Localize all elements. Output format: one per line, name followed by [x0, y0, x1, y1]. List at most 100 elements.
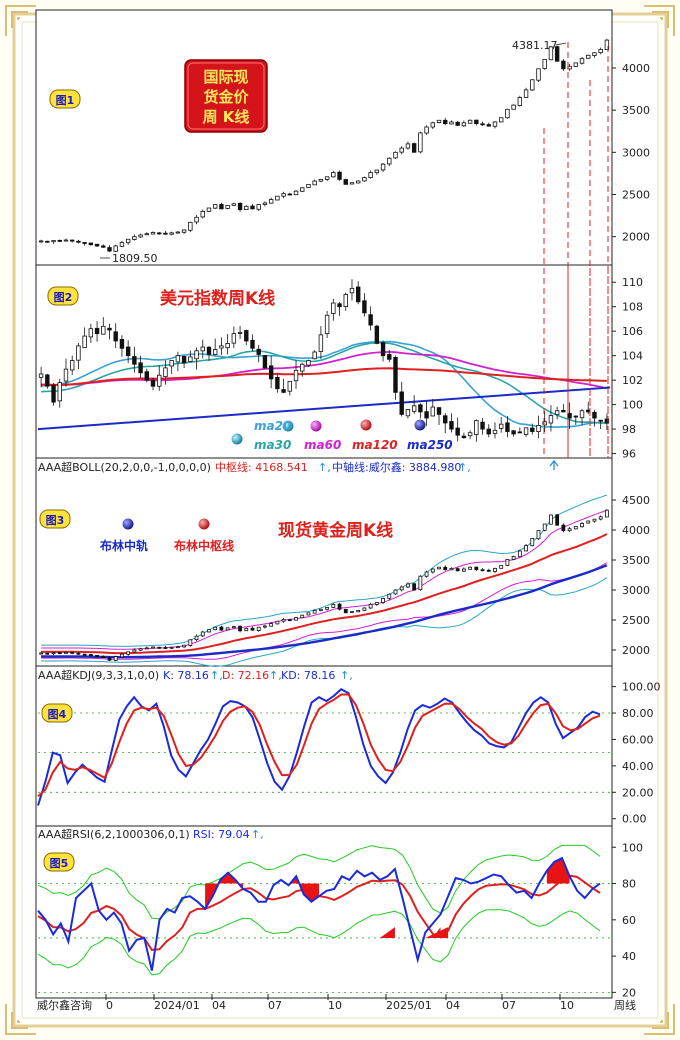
- candle-body-85: [567, 528, 572, 532]
- candle-body-88: [586, 409, 591, 413]
- y-tick-label-3: 3500: [622, 554, 650, 567]
- candle-body-78: [523, 427, 529, 435]
- candle-body-37: [268, 365, 274, 380]
- candle-body-43: [306, 183, 311, 188]
- candle-body-35: [256, 204, 261, 210]
- candle-body-37: [269, 623, 274, 627]
- candle-body-34: [250, 627, 255, 631]
- p5-y-axis: 20 40 60 80 100: [612, 841, 643, 999]
- candle-body-88: [586, 54, 591, 59]
- candle-body-38: [275, 195, 280, 201]
- candle-body-3: [57, 652, 62, 655]
- p4-header-d: D: 72.16: [222, 669, 269, 682]
- candle-body-53: [368, 604, 373, 609]
- y-tick-label-0: 96: [622, 448, 636, 461]
- p5-badge-label: 图5: [50, 857, 69, 870]
- candle-body-62: [424, 571, 429, 577]
- candle-body-91: [604, 418, 610, 424]
- candle-body-1: [45, 652, 50, 655]
- candle-body-69: [468, 566, 473, 570]
- legend-boll-pivot: 布林中枢线: [174, 538, 234, 553]
- p5-header-rsi: RSI: 79.04: [193, 828, 250, 841]
- candle-body-27: [207, 629, 211, 633]
- y-tick-label-6: 108: [622, 301, 643, 314]
- candle-body-51: [356, 610, 361, 613]
- candle-body-68: [461, 568, 466, 572]
- candle-body-91: [604, 509, 609, 518]
- candle-body-52: [362, 300, 367, 314]
- candle-body-30: [225, 627, 230, 631]
- panel-dxy: 96 98 100 102 104 106 108 110 图2 美元指数周K线 ma20 m…: [37, 268, 643, 470]
- candle-body-12: [113, 245, 118, 252]
- candle-body-20: [163, 367, 168, 378]
- candle-body-74: [499, 565, 504, 569]
- candle-body-87: [579, 58, 585, 64]
- candle-body-55: [380, 163, 386, 171]
- p2-badge-label: 图2: [54, 291, 73, 304]
- y-tick-label-4: 80.00: [622, 707, 654, 720]
- legend-ma60-ball: [310, 420, 322, 432]
- p1-badge-label: 图1: [56, 94, 75, 107]
- candle-body-4: [63, 239, 69, 242]
- candle-body-17: [144, 371, 150, 381]
- candle-body-87: [580, 523, 584, 528]
- candle-body-17: [144, 233, 150, 236]
- candle-body-47: [331, 172, 336, 178]
- candle-body-83: [554, 46, 560, 62]
- candle-body-67: [455, 121, 460, 126]
- candle-body-49: [343, 294, 348, 308]
- candle-body-77: [517, 431, 523, 434]
- p4-badge: [41, 703, 73, 723]
- candle-body-40: [287, 619, 292, 622]
- candle-body-71: [480, 123, 485, 126]
- boll-lower: [41, 562, 608, 660]
- candle-body-56: [387, 354, 392, 360]
- candle-body-41: [294, 617, 298, 621]
- boll-mid-line: [41, 564, 608, 659]
- candle-body-4: [63, 368, 69, 382]
- x-tick-label-0: 0: [106, 999, 113, 1012]
- boll-outer-lower: [41, 577, 608, 668]
- y-tick-label-3: 60.00: [622, 733, 654, 746]
- p5-lines: [37, 844, 610, 993]
- p2-badge: [47, 286, 79, 306]
- candle-body-58: [399, 147, 404, 153]
- panel-gold-price: 2000 2500 3000 3500 4000 4381.17 1809.50 国际现…: [38, 38, 650, 458]
- candle-body-84: [561, 524, 566, 531]
- candle-body-18: [151, 646, 155, 649]
- y-tick-label-4: 104: [622, 350, 643, 363]
- candle-body-81: [542, 421, 547, 426]
- candle-body-9: [95, 654, 99, 657]
- candle-body-77: [517, 550, 522, 558]
- candle-body-43: [306, 360, 311, 366]
- candle-body-59: [405, 409, 411, 417]
- candle-body-16: [138, 648, 143, 651]
- candle-body-29: [219, 345, 224, 349]
- candle-body-19: [157, 374, 162, 387]
- candle-body-13: [120, 653, 124, 658]
- candle-body-44: [312, 180, 317, 186]
- candle-body-67: [455, 568, 460, 572]
- p1-y-axis: 2000 2500 3000 3500 4000: [612, 62, 650, 244]
- y-tick-label-5: 100.00: [622, 681, 661, 694]
- candle-body-32: [237, 332, 243, 334]
- candle-body-17: [144, 647, 149, 650]
- candle-body-61: [418, 404, 423, 413]
- candle-body-83: [555, 514, 560, 526]
- candle-body-18: [150, 232, 156, 235]
- candle-body-86: [573, 415, 579, 418]
- candle-body-22: [175, 646, 180, 649]
- candle-body-25: [194, 635, 199, 640]
- candle-body-35: [256, 348, 261, 355]
- candle-body-61: [418, 575, 423, 591]
- candle-body-29: [219, 204, 224, 210]
- candle-body-28: [212, 349, 218, 356]
- candle-body-39: [281, 619, 286, 622]
- ma-line-250: [37, 386, 611, 431]
- candle-body-90: [598, 49, 603, 54]
- legend-boll-pivot-ball: [198, 518, 210, 530]
- candle-body-9: [94, 243, 100, 247]
- candle-body-7: [82, 335, 87, 348]
- candle-body-66: [449, 421, 454, 430]
- candle-body-34: [250, 205, 255, 210]
